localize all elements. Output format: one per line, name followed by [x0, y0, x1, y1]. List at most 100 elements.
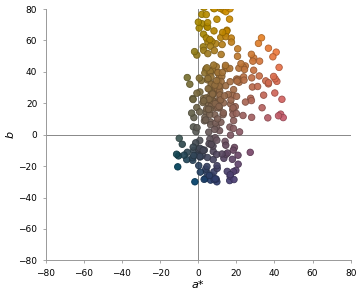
Point	[196, 163, 202, 168]
Point	[223, 34, 229, 39]
Point	[227, 172, 233, 177]
Point	[195, 153, 201, 157]
Point	[209, 39, 215, 44]
Point	[208, 82, 214, 87]
Point	[221, 2, 227, 7]
Point	[203, 118, 209, 122]
Point	[208, 122, 214, 127]
Point	[217, 99, 223, 104]
Point	[263, 78, 269, 83]
Point	[219, 152, 225, 156]
Point	[228, 133, 233, 137]
Point	[205, 76, 211, 81]
Point	[266, 46, 272, 51]
Point	[205, 102, 211, 106]
Point	[207, 37, 213, 42]
Point	[199, 153, 205, 158]
Point	[212, 135, 218, 140]
Point	[237, 130, 243, 134]
Point	[228, 102, 233, 106]
Point	[211, 105, 217, 110]
Point	[222, 139, 228, 144]
Point	[226, 92, 231, 97]
Point	[220, 7, 226, 12]
Point	[212, 101, 218, 106]
Point	[223, 83, 228, 88]
Point	[223, 31, 228, 36]
Point	[213, 177, 219, 181]
Point	[203, 67, 209, 72]
Point	[235, 46, 241, 51]
Point	[194, 91, 200, 96]
Point	[278, 112, 283, 117]
Point	[243, 64, 248, 68]
Point	[212, 127, 218, 132]
Point	[221, 156, 227, 161]
Point	[212, 121, 218, 126]
Point	[204, 107, 210, 111]
Point	[181, 153, 187, 157]
Point	[216, 76, 222, 81]
Point	[247, 150, 253, 155]
Point	[256, 41, 261, 46]
Point	[221, 6, 227, 10]
Point	[231, 169, 236, 174]
Point	[197, 170, 203, 174]
Point	[223, 63, 228, 68]
Point	[201, 32, 206, 37]
Point	[214, 64, 219, 69]
Point	[199, 12, 205, 17]
Point	[224, 28, 230, 33]
Point	[213, 41, 219, 46]
Point	[231, 87, 236, 92]
Point	[224, 66, 230, 71]
Point	[210, 149, 216, 154]
Point	[234, 77, 240, 81]
Point	[228, 36, 234, 41]
Point	[205, 51, 211, 56]
Point	[249, 85, 255, 89]
Point	[251, 68, 257, 73]
Point	[217, 89, 223, 94]
Point	[196, 26, 202, 30]
Point	[232, 145, 237, 150]
Point	[209, 89, 214, 93]
Point	[203, 176, 209, 181]
Point	[220, 110, 226, 115]
Point	[222, 94, 227, 98]
Point	[266, 80, 272, 85]
Point	[199, 21, 205, 26]
Point	[230, 112, 236, 117]
Point	[190, 145, 196, 149]
Point	[203, 167, 209, 171]
Point	[259, 105, 265, 110]
Point	[207, 137, 213, 141]
Point	[207, 44, 213, 49]
Point	[235, 162, 241, 167]
Point	[208, 178, 214, 182]
Point	[235, 153, 241, 157]
Point	[248, 98, 254, 103]
Point	[206, 87, 212, 91]
Point	[215, 70, 221, 75]
Point	[201, 96, 206, 101]
Point	[214, 166, 220, 171]
Point	[230, 93, 235, 97]
Point	[202, 70, 208, 75]
Point	[257, 59, 262, 64]
Point	[220, 112, 226, 117]
Point	[215, 105, 220, 110]
Point	[261, 93, 266, 97]
Point	[236, 80, 242, 85]
Point	[256, 74, 262, 78]
Point	[200, 44, 206, 49]
Point	[218, 35, 224, 40]
X-axis label: a*: a*	[192, 280, 205, 290]
Point	[203, 12, 209, 17]
Point	[191, 49, 197, 54]
Point	[205, 155, 210, 160]
Point	[197, 146, 203, 151]
Point	[265, 115, 271, 120]
Point	[241, 78, 247, 83]
Point	[214, 100, 219, 104]
